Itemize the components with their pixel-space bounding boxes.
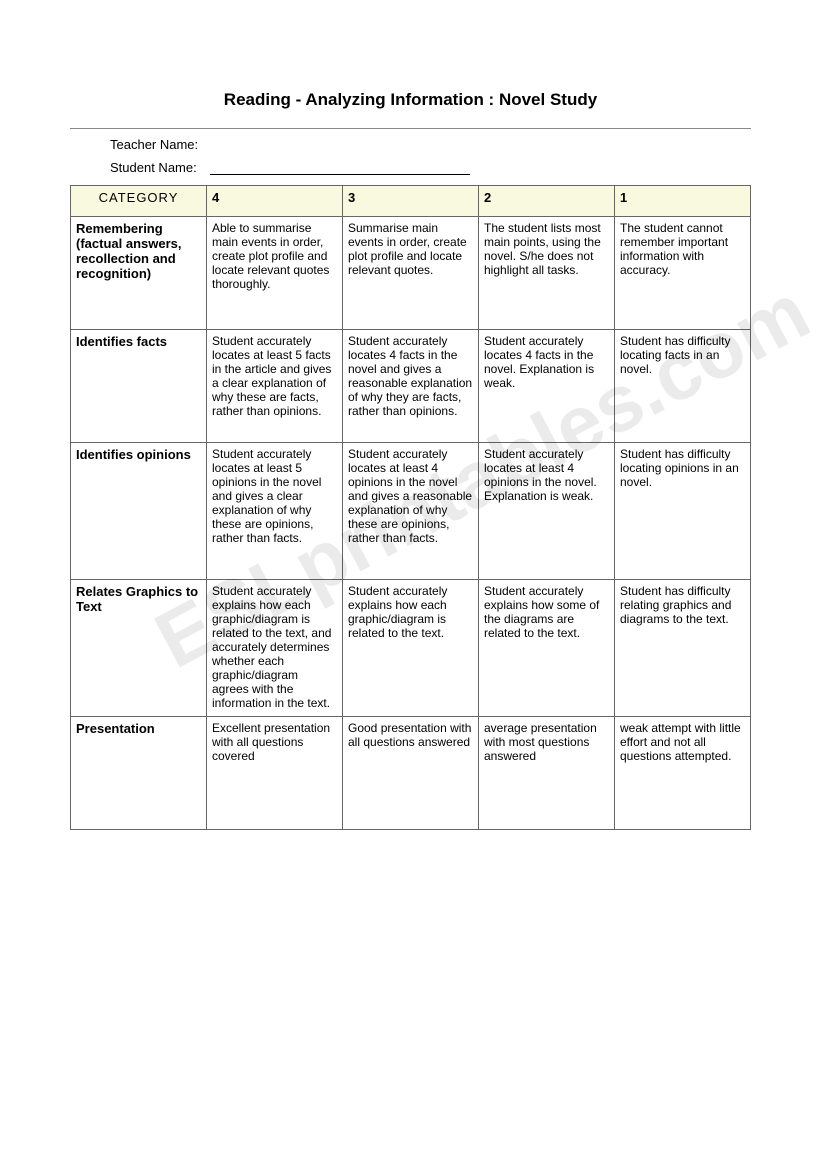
category-cell: Presentation [71,717,207,830]
table-row: Identifies facts Student accurately loca… [71,330,751,443]
table-row: Relates Graphics to Text Student accurat… [71,580,751,717]
table-row: Identifies opinions Student accurately l… [71,443,751,580]
rubric-cell: weak attempt with little effort and not … [615,717,751,830]
teacher-name-row: Teacher Name: [110,137,751,152]
page-container: Reading - Analyzing Information : Novel … [0,0,821,830]
rubric-cell: Student accurately explains how some of … [479,580,615,717]
category-cell: Relates Graphics to Text [71,580,207,717]
category-cell: Identifies opinions [71,443,207,580]
header-score-4: 4 [207,186,343,217]
meta-block: Teacher Name: Student Name: [70,137,751,175]
rubric-cell: Student accurately locates at least 5 op… [207,443,343,580]
rubric-cell: The student lists most main points, usin… [479,217,615,330]
rubric-cell: Student accurately locates at least 4 op… [479,443,615,580]
rubric-cell: Student has difficulty locating opinions… [615,443,751,580]
table-row: Remembering (factual answers, recollecti… [71,217,751,330]
rubric-cell: Excellent presentation with all question… [207,717,343,830]
rubric-cell: The student cannot remember important in… [615,217,751,330]
student-name-row: Student Name: [110,160,751,175]
rubric-cell: Able to summarise main events in order, … [207,217,343,330]
student-name-label: Student Name: [110,160,197,175]
header-category: CATEGORY [71,186,207,217]
rubric-cell: Good presentation with all questions ans… [343,717,479,830]
header-score-2: 2 [479,186,615,217]
table-row: Presentation Excellent presentation with… [71,717,751,830]
teacher-name-label: Teacher Name: [110,137,198,152]
rubric-cell: Student accurately explains how each gra… [207,580,343,717]
rubric-cell: Summarise main events in order, create p… [343,217,479,330]
page-title: Reading - Analyzing Information : Novel … [70,90,751,110]
rubric-cell: Student accurately locates 4 facts in th… [343,330,479,443]
rubric-cell: Student accurately explains how each gra… [343,580,479,717]
table-header-row: CATEGORY 4 3 2 1 [71,186,751,217]
rubric-cell: Student accurately locates 4 facts in th… [479,330,615,443]
category-cell: Identifies facts [71,330,207,443]
rubric-table: CATEGORY 4 3 2 1 Remembering (factual an… [70,185,751,830]
rubric-cell: Student has difficulty locating facts in… [615,330,751,443]
header-score-1: 1 [615,186,751,217]
divider-line [70,128,751,129]
rubric-cell: Student accurately locates at least 5 fa… [207,330,343,443]
category-cell: Remembering (factual answers, recollecti… [71,217,207,330]
header-score-3: 3 [343,186,479,217]
rubric-cell: average presentation with most questions… [479,717,615,830]
student-name-line[interactable] [210,174,470,175]
rubric-cell: Student accurately locates at least 4 op… [343,443,479,580]
rubric-cell: Student has difficulty relating graphics… [615,580,751,717]
